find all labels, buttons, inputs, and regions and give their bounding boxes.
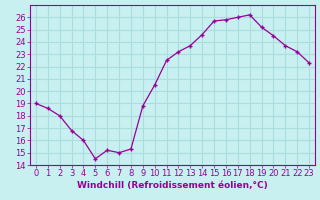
X-axis label: Windchill (Refroidissement éolien,°C): Windchill (Refroidissement éolien,°C) xyxy=(77,181,268,190)
